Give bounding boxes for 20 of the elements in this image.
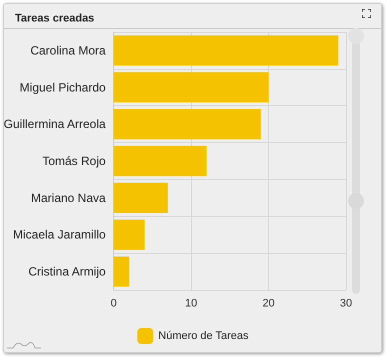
x-tick-label: 30 [340, 298, 352, 310]
y-tick-label: Tomás Rojo [42, 154, 106, 168]
bar [114, 35, 338, 66]
y-tick-label: Guillermina Arreola [4, 117, 106, 132]
legend-label: Número de Tareas [158, 330, 250, 342]
bar [114, 72, 269, 102]
y-tick-label: Mariano Nava [31, 190, 106, 205]
y-tick-label: Cristina Armijo [28, 264, 106, 279]
y-tick-label: Carolina Mora [30, 43, 106, 58]
x-tick-label: 0 [110, 298, 117, 310]
bar [114, 220, 145, 250]
bar [114, 146, 207, 176]
y-tick-label: Micaela Jaramillo [13, 228, 106, 242]
x-tick-label: 10 [185, 298, 198, 310]
bar [114, 256, 130, 287]
bar [114, 109, 261, 140]
bar [114, 182, 168, 213]
y-tick-label: Miguel Pichardo [20, 80, 106, 94]
chart-title: Tareas creadas [15, 12, 94, 24]
x-tick-label: 20 [262, 298, 275, 310]
